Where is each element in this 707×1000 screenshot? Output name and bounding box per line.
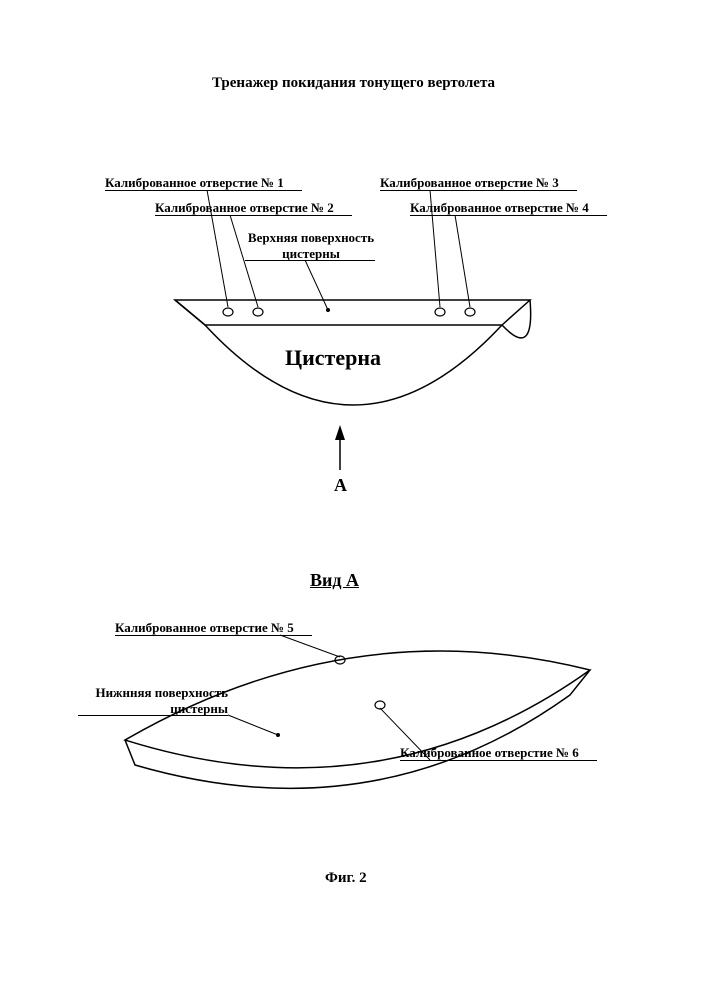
cistern-label: Цистерна [285,345,381,371]
top-diagram [0,0,707,500]
arrow-a-label: А [334,475,347,496]
view-a-title: Вид А [310,570,359,591]
bottom-diagram [0,590,707,890]
figure-label: Фиг. 2 [325,870,367,887]
